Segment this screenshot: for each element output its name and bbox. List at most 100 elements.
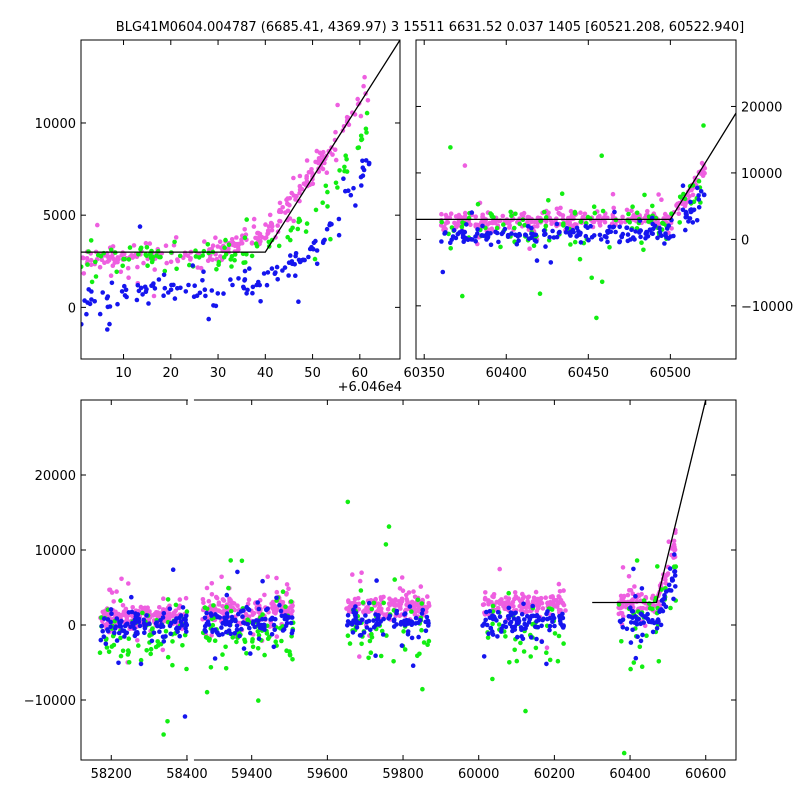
- data-point-green: [507, 660, 512, 665]
- data-point-pink: [556, 607, 562, 613]
- data-point-blue: [114, 616, 120, 621]
- data-point-blue: [683, 227, 688, 233]
- data-point-pink: [555, 601, 561, 607]
- data-point-blue: [374, 578, 379, 583]
- data-point-blue: [224, 592, 230, 598]
- data-point-green: [644, 633, 649, 638]
- data-point-blue: [522, 617, 527, 622]
- data-point-pink: [131, 243, 137, 248]
- data-point-pink: [543, 595, 548, 600]
- data-point-blue: [493, 229, 498, 235]
- data-point-blue: [161, 611, 167, 616]
- data-point-green: [200, 253, 205, 258]
- data-point-blue: [416, 620, 421, 626]
- data-point-blue: [544, 661, 549, 667]
- data-point-blue: [300, 257, 306, 263]
- data-point-blue: [200, 278, 205, 283]
- data-point-pink: [443, 212, 449, 218]
- y-tick-label: 10000: [741, 167, 782, 182]
- data-point-blue: [250, 290, 255, 296]
- data-point-pink: [506, 225, 512, 230]
- data-point-green: [162, 268, 168, 274]
- data-point-blue: [666, 582, 672, 588]
- data-point-green: [212, 638, 218, 643]
- data-point-blue: [631, 566, 636, 572]
- data-point-pink: [204, 585, 210, 591]
- data-point-pink: [243, 611, 249, 617]
- data-point-green: [490, 676, 495, 682]
- data-point-green: [255, 629, 261, 634]
- x-tick-label: 60450: [568, 366, 609, 381]
- data-point-green: [360, 600, 366, 605]
- data-point-green: [223, 666, 229, 671]
- data-point-pink: [672, 547, 678, 553]
- data-point-blue: [114, 638, 120, 643]
- data-point-blue: [654, 626, 660, 631]
- y-tick-label: 0: [741, 233, 749, 248]
- data-point-green: [660, 220, 665, 226]
- data-point-pink: [157, 605, 162, 610]
- data-point-pink: [119, 576, 124, 582]
- data-point-blue: [264, 282, 270, 288]
- data-point-green: [320, 200, 326, 205]
- data-point-blue: [650, 221, 655, 227]
- data-point-blue: [617, 239, 622, 245]
- data-point-pink: [285, 610, 291, 615]
- data-point-blue: [176, 625, 182, 631]
- data-point-blue: [612, 209, 617, 215]
- data-point-blue: [351, 185, 356, 191]
- data-point-pink: [462, 163, 468, 168]
- data-point-blue: [514, 619, 520, 624]
- data-point-blue: [563, 230, 569, 235]
- data-point-blue: [672, 569, 678, 574]
- data-point-pink: [304, 179, 310, 184]
- data-point-blue: [178, 613, 184, 618]
- data-point-blue: [255, 600, 260, 605]
- data-point-blue: [683, 211, 689, 216]
- data-point-pink: [516, 596, 521, 601]
- data-point-pink: [629, 208, 634, 213]
- data-point-blue: [84, 311, 89, 317]
- data-point-blue: [520, 636, 526, 642]
- data-point-blue: [242, 277, 248, 282]
- data-point-green: [359, 137, 365, 142]
- data-point-blue: [658, 622, 664, 628]
- data-point-blue: [632, 620, 637, 625]
- data-point-blue: [633, 655, 639, 661]
- data-point-blue: [147, 621, 152, 626]
- data-point-blue: [591, 233, 597, 238]
- data-point-green: [337, 168, 342, 173]
- data-point-pink: [332, 147, 338, 152]
- data-point-pink: [483, 590, 488, 595]
- data-point-green: [180, 643, 185, 648]
- data-point-pink: [229, 237, 235, 242]
- data-point-blue: [157, 629, 162, 634]
- data-point-pink: [114, 589, 119, 594]
- data-point-blue: [204, 610, 209, 616]
- data-point-blue: [638, 638, 644, 644]
- data-point-blue: [373, 653, 378, 658]
- data-point-blue: [625, 232, 631, 237]
- data-point-pink: [306, 170, 312, 175]
- data-point-blue: [135, 612, 141, 617]
- data-point-green: [363, 126, 369, 132]
- data-point-pink: [126, 275, 131, 281]
- data-point-pink: [297, 187, 303, 193]
- data-point-blue: [311, 246, 316, 252]
- data-point-green: [88, 238, 94, 243]
- data-point-blue: [141, 621, 147, 626]
- data-point-pink: [255, 230, 260, 236]
- data-point-green: [543, 215, 549, 220]
- x-tick-label: 59800: [382, 767, 423, 782]
- data-point-blue: [480, 623, 485, 628]
- data-point-blue: [286, 273, 291, 278]
- data-point-green: [220, 652, 225, 657]
- model-line: [81, 40, 400, 253]
- data-point-blue: [500, 230, 506, 235]
- data-point-green: [228, 558, 233, 563]
- data-point-pink: [107, 587, 112, 593]
- data-point-pink: [525, 214, 531, 220]
- data-point-blue: [116, 660, 121, 666]
- data-point-green: [655, 564, 660, 569]
- data-point-green: [216, 262, 221, 268]
